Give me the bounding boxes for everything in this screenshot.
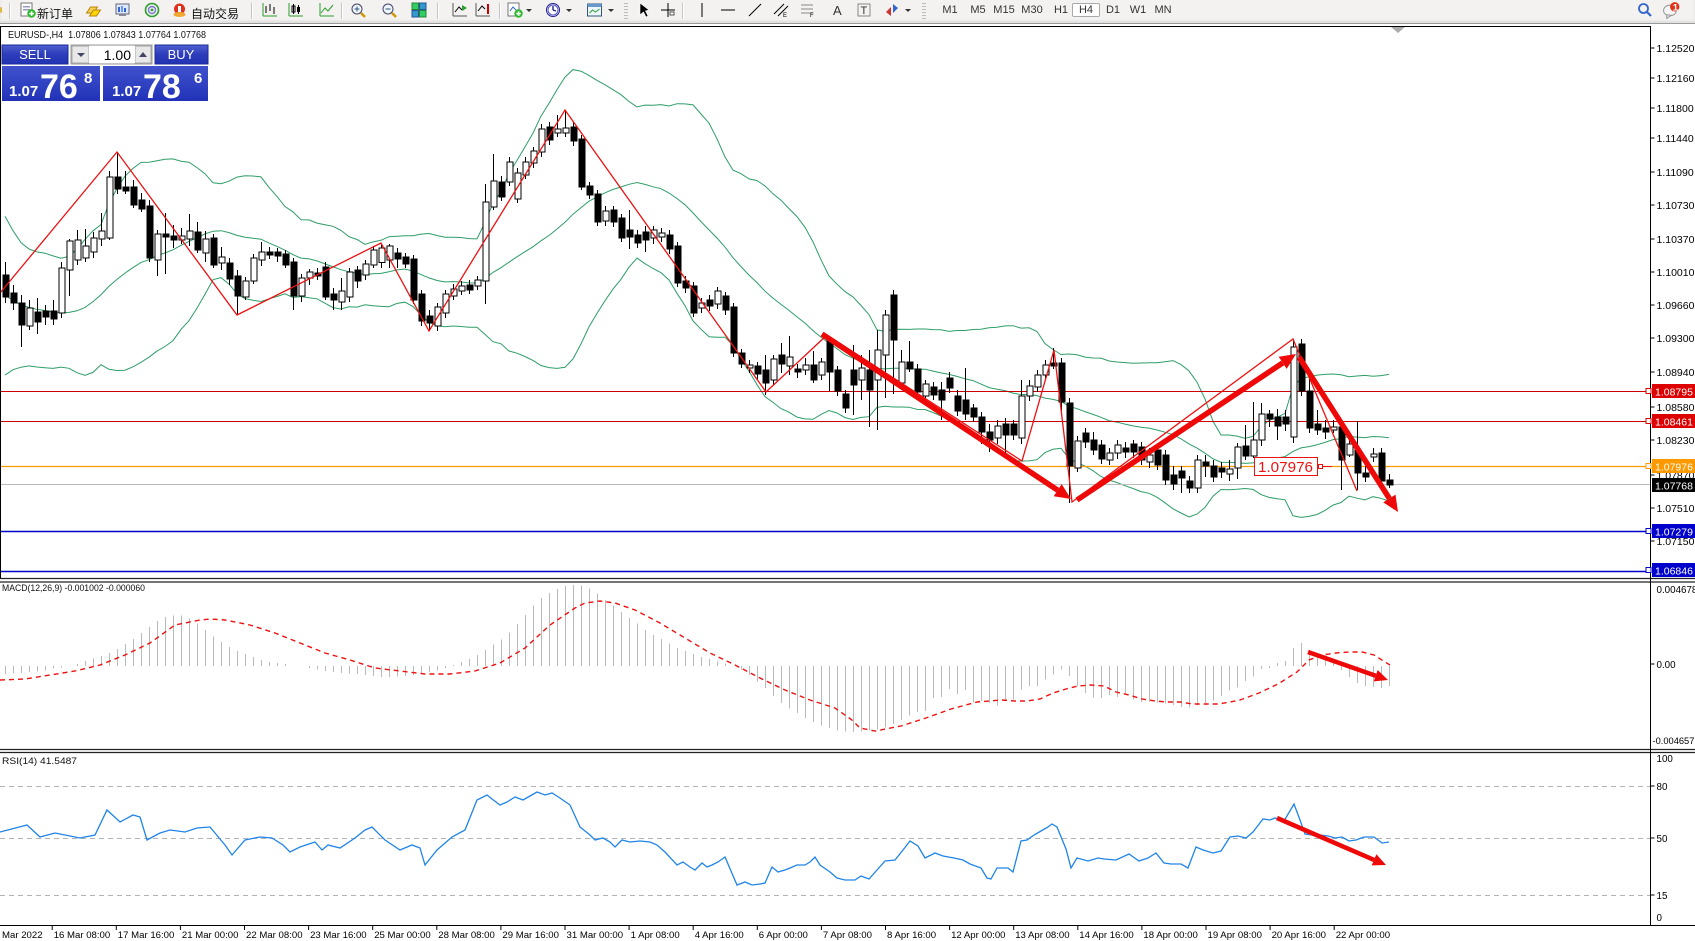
svg-text:1.09300: 1.09300 bbox=[1657, 333, 1695, 345]
svg-text:1.06846: 1.06846 bbox=[1655, 566, 1693, 578]
svg-text:E: E bbox=[783, 13, 787, 18]
svg-text:23 Mar 16:00: 23 Mar 16:00 bbox=[310, 930, 367, 941]
svg-text:1.11440: 1.11440 bbox=[1657, 133, 1694, 145]
svg-text:1.07510: 1.07510 bbox=[1657, 503, 1695, 515]
svg-text:1.08940: 1.08940 bbox=[1657, 367, 1695, 379]
svg-text:1.07: 1.07 bbox=[9, 83, 38, 100]
svg-text:1.10730: 1.10730 bbox=[1657, 200, 1695, 212]
svg-text:1.10370: 1.10370 bbox=[1657, 234, 1695, 246]
svg-text:1.08230: 1.08230 bbox=[1657, 435, 1695, 447]
svg-text:1.07976: 1.07976 bbox=[1655, 462, 1693, 474]
svg-text:4 Apr 16:00: 4 Apr 16:00 bbox=[695, 930, 744, 941]
svg-text:76: 76 bbox=[40, 68, 78, 106]
svg-text:80: 80 bbox=[1657, 782, 1668, 793]
svg-text:7 Apr 08:00: 7 Apr 08:00 bbox=[823, 930, 872, 941]
svg-text:1.00: 1.00 bbox=[104, 47, 131, 63]
svg-text:29 Mar 16:00: 29 Mar 16:00 bbox=[502, 930, 559, 941]
svg-text:RSI(14) 41.5487: RSI(14) 41.5487 bbox=[2, 756, 77, 767]
svg-text:100: 100 bbox=[1657, 754, 1674, 765]
svg-text:SELL: SELL bbox=[19, 47, 51, 62]
svg-text:25 Mar 00:00: 25 Mar 00:00 bbox=[374, 930, 431, 941]
svg-text:1.12160: 1.12160 bbox=[1657, 73, 1695, 85]
svg-text:22 Apr 00:00: 22 Apr 00:00 bbox=[1336, 930, 1390, 941]
svg-text:F: F bbox=[810, 13, 814, 18]
svg-text:BUY: BUY bbox=[168, 47, 195, 62]
svg-text:50: 50 bbox=[1657, 834, 1668, 845]
svg-text:12 Apr 00:00: 12 Apr 00:00 bbox=[951, 930, 1005, 941]
svg-text:1.07976: 1.07976 bbox=[1258, 459, 1313, 476]
svg-text:8 Apr 16:00: 8 Apr 16:00 bbox=[887, 930, 936, 941]
svg-text:1.08580: 1.08580 bbox=[1657, 402, 1695, 414]
svg-text:18 Apr 00:00: 18 Apr 00:00 bbox=[1143, 930, 1197, 941]
svg-text:78: 78 bbox=[143, 68, 181, 106]
svg-text:22 Mar 08:00: 22 Mar 08:00 bbox=[246, 930, 303, 941]
svg-text:1: 1 bbox=[1673, 3, 1679, 14]
svg-text:1.07279: 1.07279 bbox=[1655, 527, 1693, 539]
svg-text:1.11090: 1.11090 bbox=[1657, 167, 1694, 179]
svg-text:MACD(12,26,9) -0.001002 -0.000: MACD(12,26,9) -0.001002 -0.000060 bbox=[2, 583, 145, 594]
svg-text:14 Apr 16:00: 14 Apr 16:00 bbox=[1079, 930, 1133, 941]
svg-text:6: 6 bbox=[194, 70, 202, 87]
svg-text:-0.004657: -0.004657 bbox=[1653, 736, 1695, 746]
svg-text:28 Mar 08:00: 28 Mar 08:00 bbox=[438, 930, 495, 941]
svg-text:1.07: 1.07 bbox=[112, 83, 141, 100]
svg-text:A: A bbox=[833, 3, 842, 18]
svg-text:0: 0 bbox=[1657, 913, 1663, 924]
svg-text:1.11800: 1.11800 bbox=[1657, 103, 1694, 115]
svg-text:1.07768: 1.07768 bbox=[1655, 481, 1693, 493]
svg-text:0.00: 0.00 bbox=[1657, 660, 1677, 671]
svg-text:31 Mar 00:00: 31 Mar 00:00 bbox=[567, 930, 624, 941]
svg-text:1.07150: 1.07150 bbox=[1657, 536, 1695, 548]
svg-text:EURUSD-,H4 1.07806 1.07843 1.: EURUSD-,H4 1.07806 1.07843 1.07764 1.077… bbox=[8, 29, 206, 41]
svg-text:0.004678: 0.004678 bbox=[1657, 585, 1695, 596]
svg-text:6 Apr 00:00: 6 Apr 00:00 bbox=[759, 930, 808, 941]
svg-text:21 Mar 00:00: 21 Mar 00:00 bbox=[182, 930, 239, 941]
svg-text:T: T bbox=[861, 5, 868, 17]
svg-text:1.12520: 1.12520 bbox=[1657, 43, 1695, 55]
svg-text:1 Apr 08:00: 1 Apr 08:00 bbox=[631, 930, 680, 941]
svg-text:1.08461: 1.08461 bbox=[1655, 417, 1693, 429]
svg-text:15: 15 bbox=[1657, 891, 1668, 902]
svg-text:16 Mar 08:00: 16 Mar 08:00 bbox=[54, 930, 111, 941]
svg-text:13 Apr 08:00: 13 Apr 08:00 bbox=[1015, 930, 1069, 941]
svg-text:1.08795: 1.08795 bbox=[1655, 387, 1693, 399]
svg-text:1.10010: 1.10010 bbox=[1657, 267, 1695, 279]
svg-text:8: 8 bbox=[84, 70, 92, 87]
svg-text:Mar 2022: Mar 2022 bbox=[2, 930, 43, 941]
svg-text:17 Mar 16:00: 17 Mar 16:00 bbox=[118, 930, 175, 941]
svg-text:20 Apr 16:00: 20 Apr 16:00 bbox=[1272, 930, 1326, 941]
svg-text:1.09660: 1.09660 bbox=[1657, 300, 1695, 312]
svg-text:19 Apr 08:00: 19 Apr 08:00 bbox=[1208, 930, 1262, 941]
